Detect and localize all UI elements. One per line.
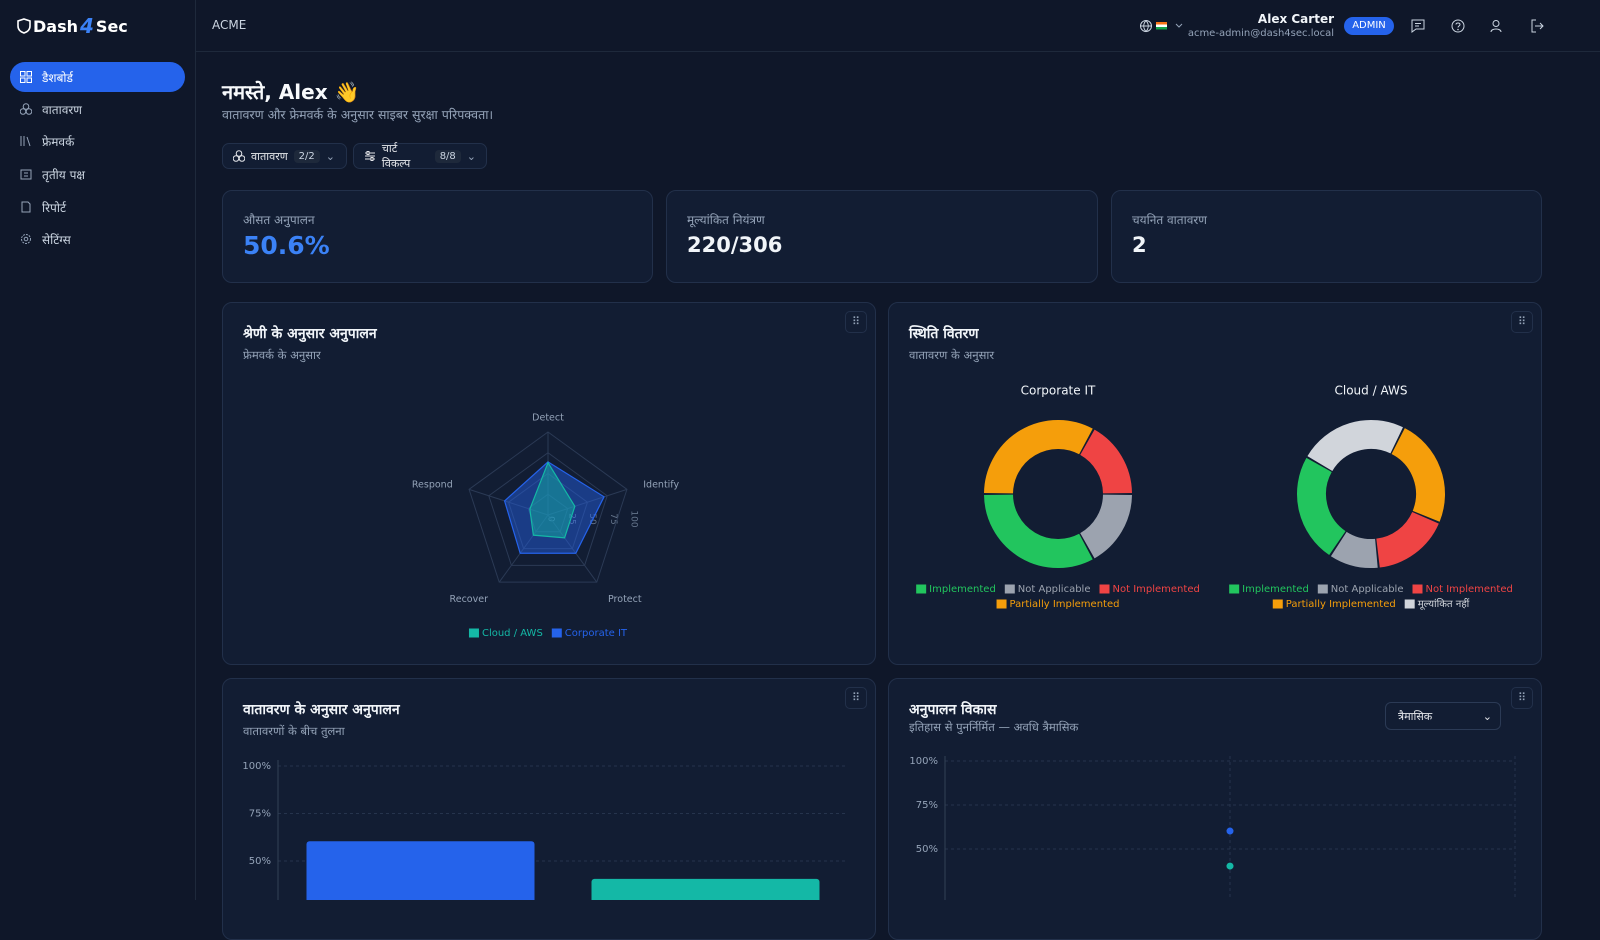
nav-item[interactable]: वातावरण (10, 94, 185, 124)
filter-badge: 8/8 (434, 149, 461, 163)
chart-options-filter[interactable]: चार्ट विकल्प 8/8 ⌄ (353, 142, 487, 170)
nav-icon (20, 169, 32, 180)
nav-icon (20, 103, 32, 115)
user-name: Alex Carter (1257, 12, 1334, 26)
period-select[interactable]: त्रैमासिक ⌄ (1385, 702, 1501, 730)
header: ACME Alex Carter acme-admin@dash4sec.loc… (196, 0, 1600, 52)
kpi-value: 50.6% (243, 231, 330, 260)
filter-badge: 2/2 (293, 149, 320, 163)
filter-icon (365, 151, 375, 161)
nav-item[interactable]: सेटिंग्स (10, 224, 185, 254)
chevron: ⌄ (1482, 710, 1492, 723)
brand-part: 4 (80, 14, 94, 38)
nav-icon (20, 136, 31, 147)
kpi-label: औसत अनुपालन (243, 213, 315, 227)
panel-title: अनुपालन विकास (909, 702, 997, 718)
org-name: ACME (212, 18, 247, 32)
nav-item[interactable]: डैशबोर्ड (10, 62, 185, 92)
filter-label: चार्ट विकल्प (381, 142, 411, 170)
panel-title: वातावरण के अनुसार अनुपालन (243, 702, 400, 718)
messages-button[interactable] (1411, 19, 1425, 33)
panel: अनुपालन विकास इतिहास से पुनर्निर्मित — अव… (888, 678, 1542, 940)
account-button[interactable] (1490, 19, 1504, 33)
panel-subtitle: वातावरण के अनुसार (909, 348, 995, 362)
kpi-card: मूल्यांकित नियंत्रण 220/306 (666, 190, 1098, 283)
panel-subtitle: इतिहास से पुनर्निर्मित — अवधि त्रैमासिक (909, 720, 1079, 734)
nav-label: रिपोर्ट (42, 200, 66, 215)
brand-part: Dash (33, 16, 78, 36)
sidebar: Dash 4 Sec डैशबोर्ड वातावरण फ्रेमवर्क तृती… (0, 0, 196, 900)
nav-label: सेटिंग्स (42, 232, 71, 247)
kpi-card: औसत अनुपालन 50.6% (222, 190, 653, 283)
panel: वातावरण के अनुसार अनुपालन वातावरणों के बी… (222, 678, 876, 940)
logout-button[interactable] (1530, 19, 1544, 33)
logo-icon (17, 18, 31, 34)
panel-title: स्थिति वितरण (909, 326, 979, 342)
kpi-card: चयनित वातावरण 2 (1111, 190, 1542, 283)
brand-part: Sec (95, 16, 128, 36)
kpi-label: चयनित वातावरण (1132, 213, 1207, 227)
kpi-label: मूल्यांकित नियंत्रण (687, 213, 765, 227)
language-picker[interactable] (1139, 19, 1189, 33)
drag-handle[interactable]: ⠿ (845, 311, 867, 333)
filter-icon (233, 150, 245, 162)
nav-label: फ्रेमवर्क (42, 134, 75, 149)
chevron: ⌄ (466, 149, 476, 163)
nav-label: वातावरण (42, 102, 82, 117)
panel: श्रेणी के अनुसार अनुपालन फ्रेमवर्क के अनु… (222, 302, 876, 665)
drag-handle[interactable]: ⠿ (1511, 311, 1533, 333)
logo[interactable]: Dash 4 Sec (17, 14, 128, 38)
chevron: ⌄ (325, 149, 335, 163)
nav-label: डैशबोर्ड (42, 70, 73, 85)
panel-subtitle: वातावरणों के बीच तुलना (243, 724, 345, 738)
nav-item[interactable]: फ्रेमवर्क (10, 126, 185, 156)
panel: स्थिति वितरण वातावरण के अनुसार ⠿ (888, 302, 1542, 665)
greeting-subtitle: वातावरण और फ्रेमवर्क के अनुसार साइबर सुर… (222, 107, 494, 122)
nav-icon (21, 234, 31, 244)
kpi-value: 220/306 (687, 233, 783, 257)
nav-item[interactable]: रिपोर्ट (10, 192, 185, 222)
user-email: acme-admin@dash4sec.local (1187, 28, 1334, 39)
filter-label: वातावरण (251, 149, 288, 163)
nav-item[interactable]: तृतीय पक्ष (10, 159, 185, 189)
role-badge: ADMIN (1344, 17, 1394, 35)
panel-subtitle: फ्रेमवर्क के अनुसार (243, 348, 321, 362)
environment-filter[interactable]: वातावरण 2/2 ⌄ (222, 143, 347, 169)
nav-label: तृतीय पक्ष (42, 167, 85, 182)
nav-icon (20, 71, 32, 83)
help-button[interactable] (1451, 19, 1465, 33)
greeting: नमस्ते, Alex 👋 (222, 80, 360, 104)
panel-title: श्रेणी के अनुसार अनुपालन (243, 326, 377, 342)
select-value: त्रैमासिक (1398, 710, 1433, 723)
nav-icon (21, 201, 31, 213)
drag-handle[interactable]: ⠿ (1511, 687, 1533, 709)
drag-handle[interactable]: ⠿ (845, 687, 867, 709)
kpi-value: 2 (1132, 233, 1147, 257)
